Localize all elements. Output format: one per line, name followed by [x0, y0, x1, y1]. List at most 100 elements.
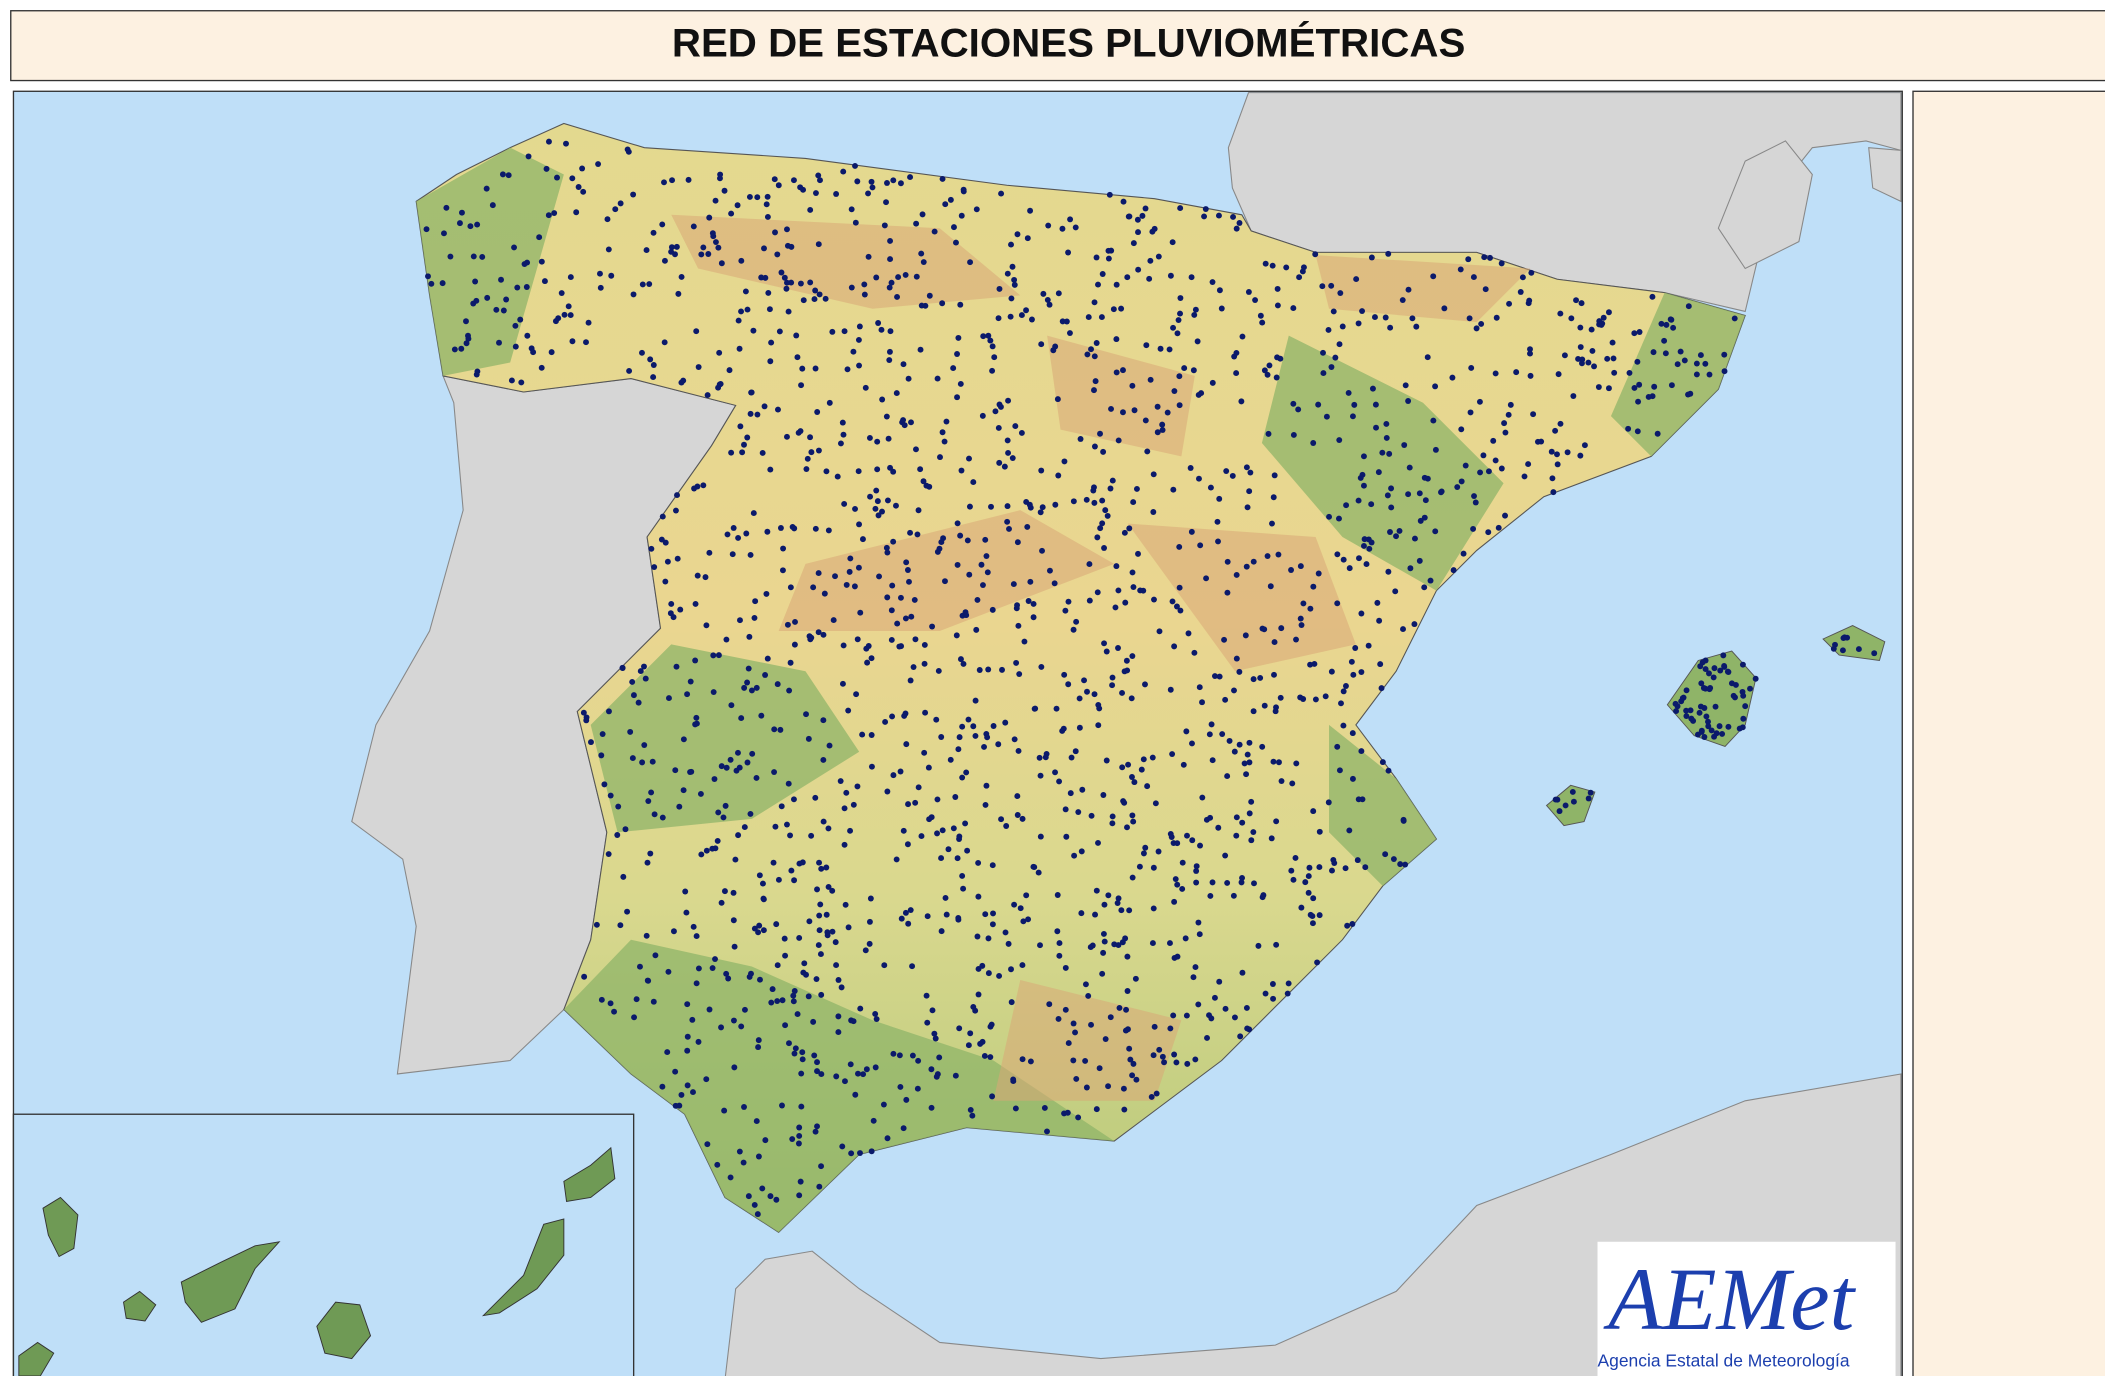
- station: [625, 146, 631, 152]
- station: [948, 197, 954, 203]
- station: [798, 382, 804, 388]
- station: [630, 192, 636, 198]
- station: [639, 759, 645, 765]
- station: [615, 804, 621, 810]
- station: [1014, 793, 1020, 799]
- station: [573, 209, 579, 215]
- station: [569, 175, 575, 181]
- station: [1369, 255, 1375, 261]
- station: [1732, 315, 1738, 321]
- station: [1006, 526, 1012, 532]
- station: [1312, 251, 1318, 257]
- station: [1063, 834, 1069, 840]
- station: [1130, 584, 1136, 590]
- station: [914, 274, 920, 280]
- station: [823, 865, 829, 871]
- station: [1151, 1052, 1157, 1058]
- station: [1130, 875, 1136, 881]
- station: [597, 271, 603, 277]
- map-figure: RED DE ESTACIONES PLUVIOMÉTRICAS: [0, 0, 2105, 1376]
- station: [910, 1053, 916, 1059]
- station: [1530, 411, 1536, 417]
- station: [903, 616, 909, 622]
- station: [1061, 672, 1067, 678]
- station: [783, 286, 789, 292]
- station: [995, 741, 1001, 747]
- station: [1104, 649, 1110, 655]
- station: [717, 172, 723, 178]
- station: [1092, 444, 1098, 450]
- station: [1219, 731, 1225, 737]
- station: [668, 249, 674, 255]
- station: [1326, 327, 1332, 333]
- station: [605, 216, 611, 222]
- station: [894, 294, 900, 300]
- station: [617, 922, 623, 928]
- station: [920, 211, 926, 217]
- station: [852, 163, 858, 169]
- station: [651, 362, 657, 368]
- station: [1340, 324, 1346, 330]
- station: [1152, 226, 1158, 232]
- station: [539, 365, 545, 371]
- station: [814, 1123, 820, 1129]
- station: [1170, 239, 1176, 245]
- station: [1114, 282, 1120, 288]
- station: [1126, 213, 1132, 219]
- station: [989, 1093, 995, 1099]
- station: [756, 1154, 762, 1160]
- station: [650, 374, 656, 380]
- station: [1210, 380, 1216, 386]
- station: [1130, 569, 1136, 575]
- station: [966, 717, 972, 723]
- station: [611, 1009, 617, 1015]
- station: [685, 1082, 691, 1088]
- station: [817, 927, 823, 933]
- station: [838, 778, 844, 784]
- station: [1197, 684, 1203, 690]
- station: [917, 466, 923, 472]
- station: [1293, 637, 1299, 643]
- station: [1694, 361, 1700, 367]
- station: [788, 660, 794, 666]
- station: [1502, 513, 1508, 519]
- station: [1165, 410, 1171, 416]
- station: [744, 680, 750, 686]
- station: [1412, 536, 1418, 542]
- station: [1573, 297, 1579, 303]
- station: [843, 902, 849, 908]
- station: [996, 315, 1002, 321]
- station: [691, 224, 697, 230]
- station: [1670, 325, 1676, 331]
- station: [748, 411, 754, 417]
- station: [1100, 449, 1106, 455]
- station: [991, 723, 997, 729]
- station: [1370, 386, 1376, 392]
- station: [882, 719, 888, 725]
- station: [1065, 250, 1071, 256]
- station: [888, 328, 894, 334]
- station: [1057, 940, 1063, 946]
- station: [669, 177, 675, 183]
- station: [696, 364, 702, 370]
- station: [1126, 907, 1132, 913]
- station: [767, 306, 773, 312]
- station: [1714, 730, 1720, 736]
- station: [755, 929, 761, 935]
- station: [1353, 276, 1359, 282]
- station: [777, 328, 783, 334]
- station: [883, 199, 889, 205]
- station: [1554, 451, 1560, 457]
- station: [887, 465, 893, 471]
- station: [905, 801, 911, 807]
- station: [1184, 833, 1190, 839]
- station: [1425, 354, 1431, 360]
- station: [1288, 567, 1294, 573]
- station: [614, 832, 620, 838]
- station: [728, 450, 734, 456]
- station: [771, 860, 777, 866]
- station: [671, 614, 677, 620]
- station: [490, 202, 496, 208]
- station: [1706, 670, 1712, 676]
- station: [850, 349, 856, 355]
